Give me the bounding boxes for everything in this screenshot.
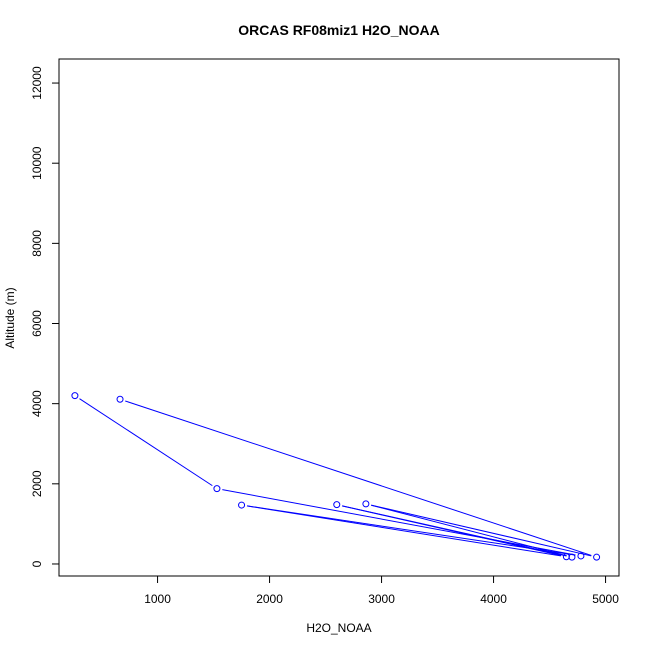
data-point: [71, 392, 79, 400]
x-tick-label: 2000: [256, 592, 283, 606]
data-point: [568, 553, 576, 561]
series-segment: [79, 398, 213, 487]
y-tick-label: 2000: [30, 470, 44, 497]
y-tick-label: 0: [30, 560, 44, 567]
y-tick-label: 8000: [30, 230, 44, 257]
series-segment: [246, 505, 576, 556]
data-point: [116, 395, 124, 403]
x-axis: 1000 2000 3000 4000 5000: [144, 575, 619, 606]
x-tick-label: 5000: [592, 592, 619, 606]
data-point: [333, 501, 341, 509]
y-tick-label: 6000: [30, 310, 44, 337]
data-point: [577, 552, 585, 560]
y-tick-label: 12000: [30, 66, 44, 100]
series-segment: [371, 504, 567, 557]
y-tick-label: 10000: [30, 146, 44, 180]
x-axis-label: H2O_NOAA: [306, 621, 371, 635]
series-segment: [371, 504, 592, 557]
plot-frame: [58, 58, 620, 577]
data-point: [213, 485, 221, 493]
chart-title: ORCAS RF08miz1 H2O_NOAA: [238, 22, 440, 38]
x-tick-label: 3000: [368, 592, 395, 606]
series-segment: [222, 489, 576, 556]
series-segment: [246, 505, 562, 557]
series-layer: [71, 392, 601, 561]
series-segment: [342, 505, 567, 557]
y-axis-label: Altitude (m): [3, 287, 17, 348]
data-point: [562, 553, 570, 561]
y-axis: 0 2000 4000 6000 8000 10000 12000: [30, 66, 60, 567]
x-tick-label: 4000: [480, 592, 507, 606]
data-point: [593, 553, 601, 561]
y-tick-label: 4000: [30, 390, 44, 417]
series-segment: [125, 400, 592, 556]
x-tick-label: 1000: [144, 592, 171, 606]
data-point: [362, 500, 370, 508]
data-point: [238, 501, 246, 509]
